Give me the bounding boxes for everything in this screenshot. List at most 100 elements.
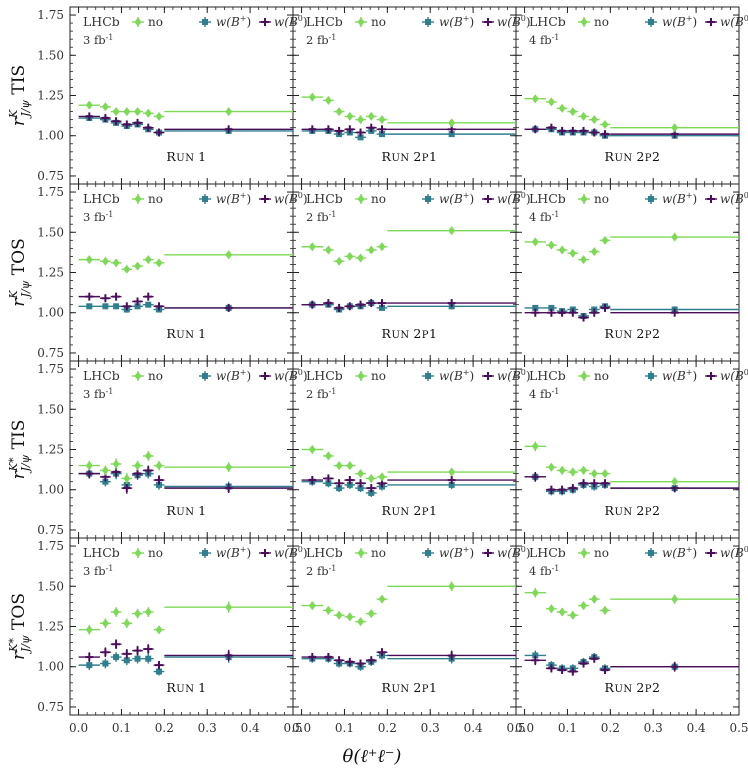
data-panel-3-0 [78, 601, 293, 676]
marker-no [134, 609, 142, 619]
x-tick-label: 0.2 [155, 721, 174, 735]
marker-no [225, 462, 233, 472]
marker-no [367, 245, 375, 255]
series-wB0 [301, 648, 516, 668]
luminosity-label: 4 fb-1 [529, 33, 559, 47]
experiment-label: LHCb [83, 545, 120, 560]
marker-no [225, 107, 233, 117]
row-label-2: rK*J/ψ TIS [7, 420, 32, 480]
legend: no w(B+) w(B0) [578, 14, 748, 29]
series-no [524, 441, 739, 487]
series-no [301, 581, 516, 627]
y-tick-label: 1.25 [37, 89, 64, 103]
legend-label-no: no [148, 192, 163, 206]
series-wB0 [524, 303, 739, 322]
run-label: RUN 2P2 [605, 680, 661, 695]
data-panel-3-1 [301, 581, 516, 671]
legend-label-wBp: w(B+) [439, 545, 474, 560]
marker-no [547, 604, 555, 614]
series-wB0 [524, 123, 739, 139]
marker-no [580, 111, 588, 121]
marker-no [357, 17, 365, 27]
data-panel-1-1 [301, 226, 516, 313]
marker-no [590, 469, 598, 479]
y-tick-label: 1.75 [37, 539, 64, 553]
marker-no [308, 601, 316, 611]
marker-no [225, 602, 233, 612]
luminosity-label: 2 fb-1 [306, 564, 336, 578]
marker-no [324, 451, 332, 461]
x-tick-label: 0.1 [558, 721, 577, 735]
marker-no [580, 194, 588, 204]
legend-label-wB0: w(B0) [497, 545, 531, 560]
panel-text-0-2: LHCb 4 fb-1 no w(B+) w(B0) RUN 2P2 [529, 14, 748, 164]
data-panel-2-1 [301, 445, 516, 497]
panel-text-3-0: LHCb 3 fb-1 no w(B+) w(B0) RUN 1 [83, 545, 308, 695]
marker-no [590, 115, 598, 125]
series-no [524, 587, 739, 620]
marker-wBp [425, 550, 431, 556]
x-tick-label: 0.2 [601, 721, 620, 735]
marker-no [357, 548, 365, 558]
x-tick-label: 0.0 [515, 721, 534, 735]
legend-label-no: no [371, 546, 386, 560]
y-tick-label: 1.25 [37, 443, 64, 457]
y-axis-label: rK*J/ψ TOS [7, 593, 32, 660]
marker-no [155, 625, 163, 635]
marker-wBp [102, 303, 109, 310]
marker-no [134, 548, 142, 558]
marker-wBp [336, 485, 343, 492]
marker-wBp [86, 662, 93, 669]
luminosity-label: 2 fb-1 [306, 33, 336, 47]
marker-no [155, 111, 163, 121]
marker-no [335, 461, 343, 471]
panel-text-0-1: LHCb 2 fb-1 no w(B+) w(B0) RUN 2P1 [306, 14, 531, 164]
marker-no [601, 605, 609, 615]
marker-no [558, 245, 566, 255]
marker-no [531, 237, 539, 247]
marker-no [378, 242, 386, 252]
data-panel-2-2 [524, 441, 739, 496]
marker-wBp [145, 301, 152, 308]
marker-wBp [113, 654, 120, 661]
run-label: RUN 2P1 [382, 503, 438, 518]
data-panel-3-2 [524, 587, 739, 676]
marker-no [85, 461, 93, 471]
y-tick-label: 1.75 [37, 8, 64, 22]
marker-wBp [425, 196, 431, 202]
y-axis-label: rKJ/ψ TOS [7, 238, 32, 306]
marker-no [144, 108, 152, 118]
x-tick-label: 0.5 [283, 721, 302, 735]
x-tick-label: 0.3 [198, 721, 217, 735]
legend: no w(B+) w(B0) [355, 14, 531, 29]
marker-no [134, 461, 142, 471]
marker-no [357, 469, 365, 479]
marker-no [569, 467, 577, 477]
marker-wBp [86, 303, 93, 310]
legend-label-no: no [148, 546, 163, 560]
y-tick-label: 1.50 [37, 48, 64, 62]
x-tick-label: 0.2 [378, 721, 397, 735]
marker-no [448, 581, 456, 591]
marker-wBp [378, 131, 385, 138]
x-tick-label: 0.3 [421, 721, 440, 735]
series-wBp [524, 472, 739, 496]
legend: no w(B+) w(B0) [578, 191, 748, 206]
marker-no [225, 250, 233, 260]
marker-no [85, 255, 93, 265]
x-tick-label: 0.4 [241, 721, 260, 735]
panel-text-1-1: LHCb 2 fb-1 no w(B+) w(B0) RUN 2P1 [306, 191, 531, 341]
luminosity-label: 2 fb-1 [306, 387, 336, 401]
run-label: RUN 2P1 [382, 326, 438, 341]
marker-no [580, 17, 588, 27]
legend: no w(B+) w(B0) [355, 191, 531, 206]
data-panel-0-0 [78, 100, 293, 137]
x-tick-label: 0.5 [506, 721, 525, 735]
marker-no [601, 235, 609, 245]
marker-no [134, 17, 142, 27]
legend-label-wB0: w(B0) [720, 368, 748, 383]
marker-wBp [448, 481, 455, 488]
run-label: RUN 2P2 [605, 326, 661, 341]
y-tick-label: 0.75 [37, 346, 64, 360]
legend-label-no: no [371, 369, 386, 383]
